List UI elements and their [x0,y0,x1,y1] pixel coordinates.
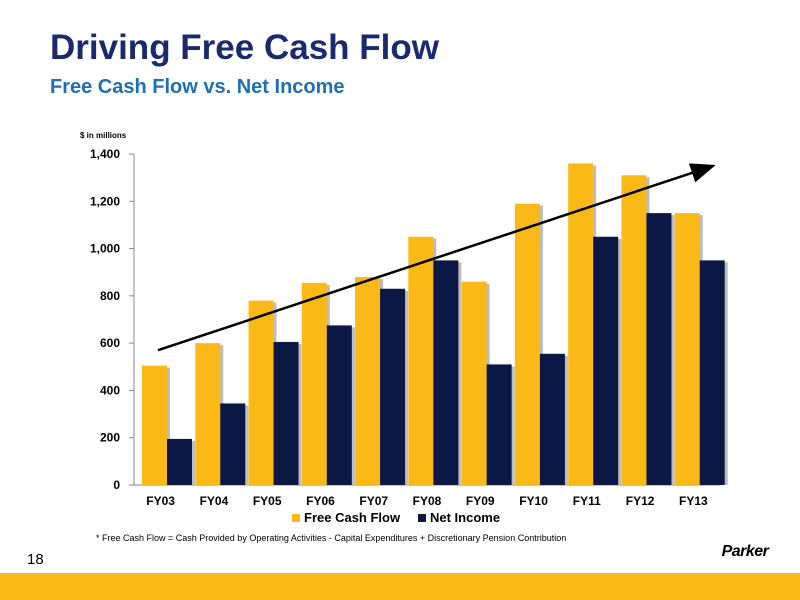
y-tick-label: 400 [100,383,120,397]
y-axis-unit-label: $ in millions [80,131,127,140]
bar-free-cash-flow [408,236,434,485]
y-tick-label: 0 [113,478,120,492]
trend-arrow [157,163,716,352]
bar-net-income [646,213,672,485]
bar-free-cash-flow [674,213,700,485]
slide-title: Driving Free Cash Flow [50,28,439,67]
bar-free-cash-flow [621,175,647,485]
legend-swatch [418,514,426,522]
x-tick-label: FY13 [679,494,708,508]
bar-net-income [699,260,725,485]
parker-logo: Parker [708,540,782,564]
x-tick-label: FY06 [306,494,335,508]
bottom-accent-band [0,573,800,600]
y-tick-label: 1,400 [90,147,120,161]
bar-free-cash-flow [301,282,327,485]
footnote: * Free Cash Flow = Cash Provided by Oper… [96,533,567,543]
y-tick-label: 1,200 [90,194,120,208]
x-tick-label: FY05 [253,494,282,508]
x-tick-label: FY08 [413,494,442,508]
bar-free-cash-flow [568,163,594,485]
bar-net-income [380,288,406,485]
bar-net-income [433,260,459,485]
page-number: 18 [27,551,44,568]
bar-free-cash-flow [142,365,167,485]
bar-net-income [220,403,246,485]
bar-net-income [273,341,299,485]
bar-free-cash-flow [514,203,540,485]
bar-free-cash-flow [355,276,381,485]
legend-label: Net Income [430,510,500,525]
x-tick-label: FY12 [626,494,655,508]
y-tick-label: 200 [100,431,120,445]
logo-text: Parker [721,543,769,560]
bar-free-cash-flow [248,300,274,485]
x-tick-label: FY03 [146,494,175,508]
bar-net-income [486,364,512,485]
slide-subtitle: Free Cash Flow vs. Net Income [50,76,345,98]
y-tick-label: 800 [100,289,120,303]
legend-label: Free Cash Flow [304,510,401,525]
x-tick-label: FY07 [359,494,388,508]
legend-swatch [292,514,300,522]
x-tick-label: FY04 [200,494,229,508]
bar-net-income [539,353,565,485]
y-tick-label: 600 [100,336,120,350]
x-tick-label: FY09 [466,494,495,508]
bar-free-cash-flow [195,343,221,485]
bar-free-cash-flow [461,281,487,485]
x-tick-label: FY10 [519,494,548,508]
bar-net-income [167,438,192,485]
bar-net-income [593,236,619,485]
y-tick-label: 1,000 [90,242,120,256]
x-tick-label: FY11 [573,494,601,508]
bar-net-income [326,325,352,485]
